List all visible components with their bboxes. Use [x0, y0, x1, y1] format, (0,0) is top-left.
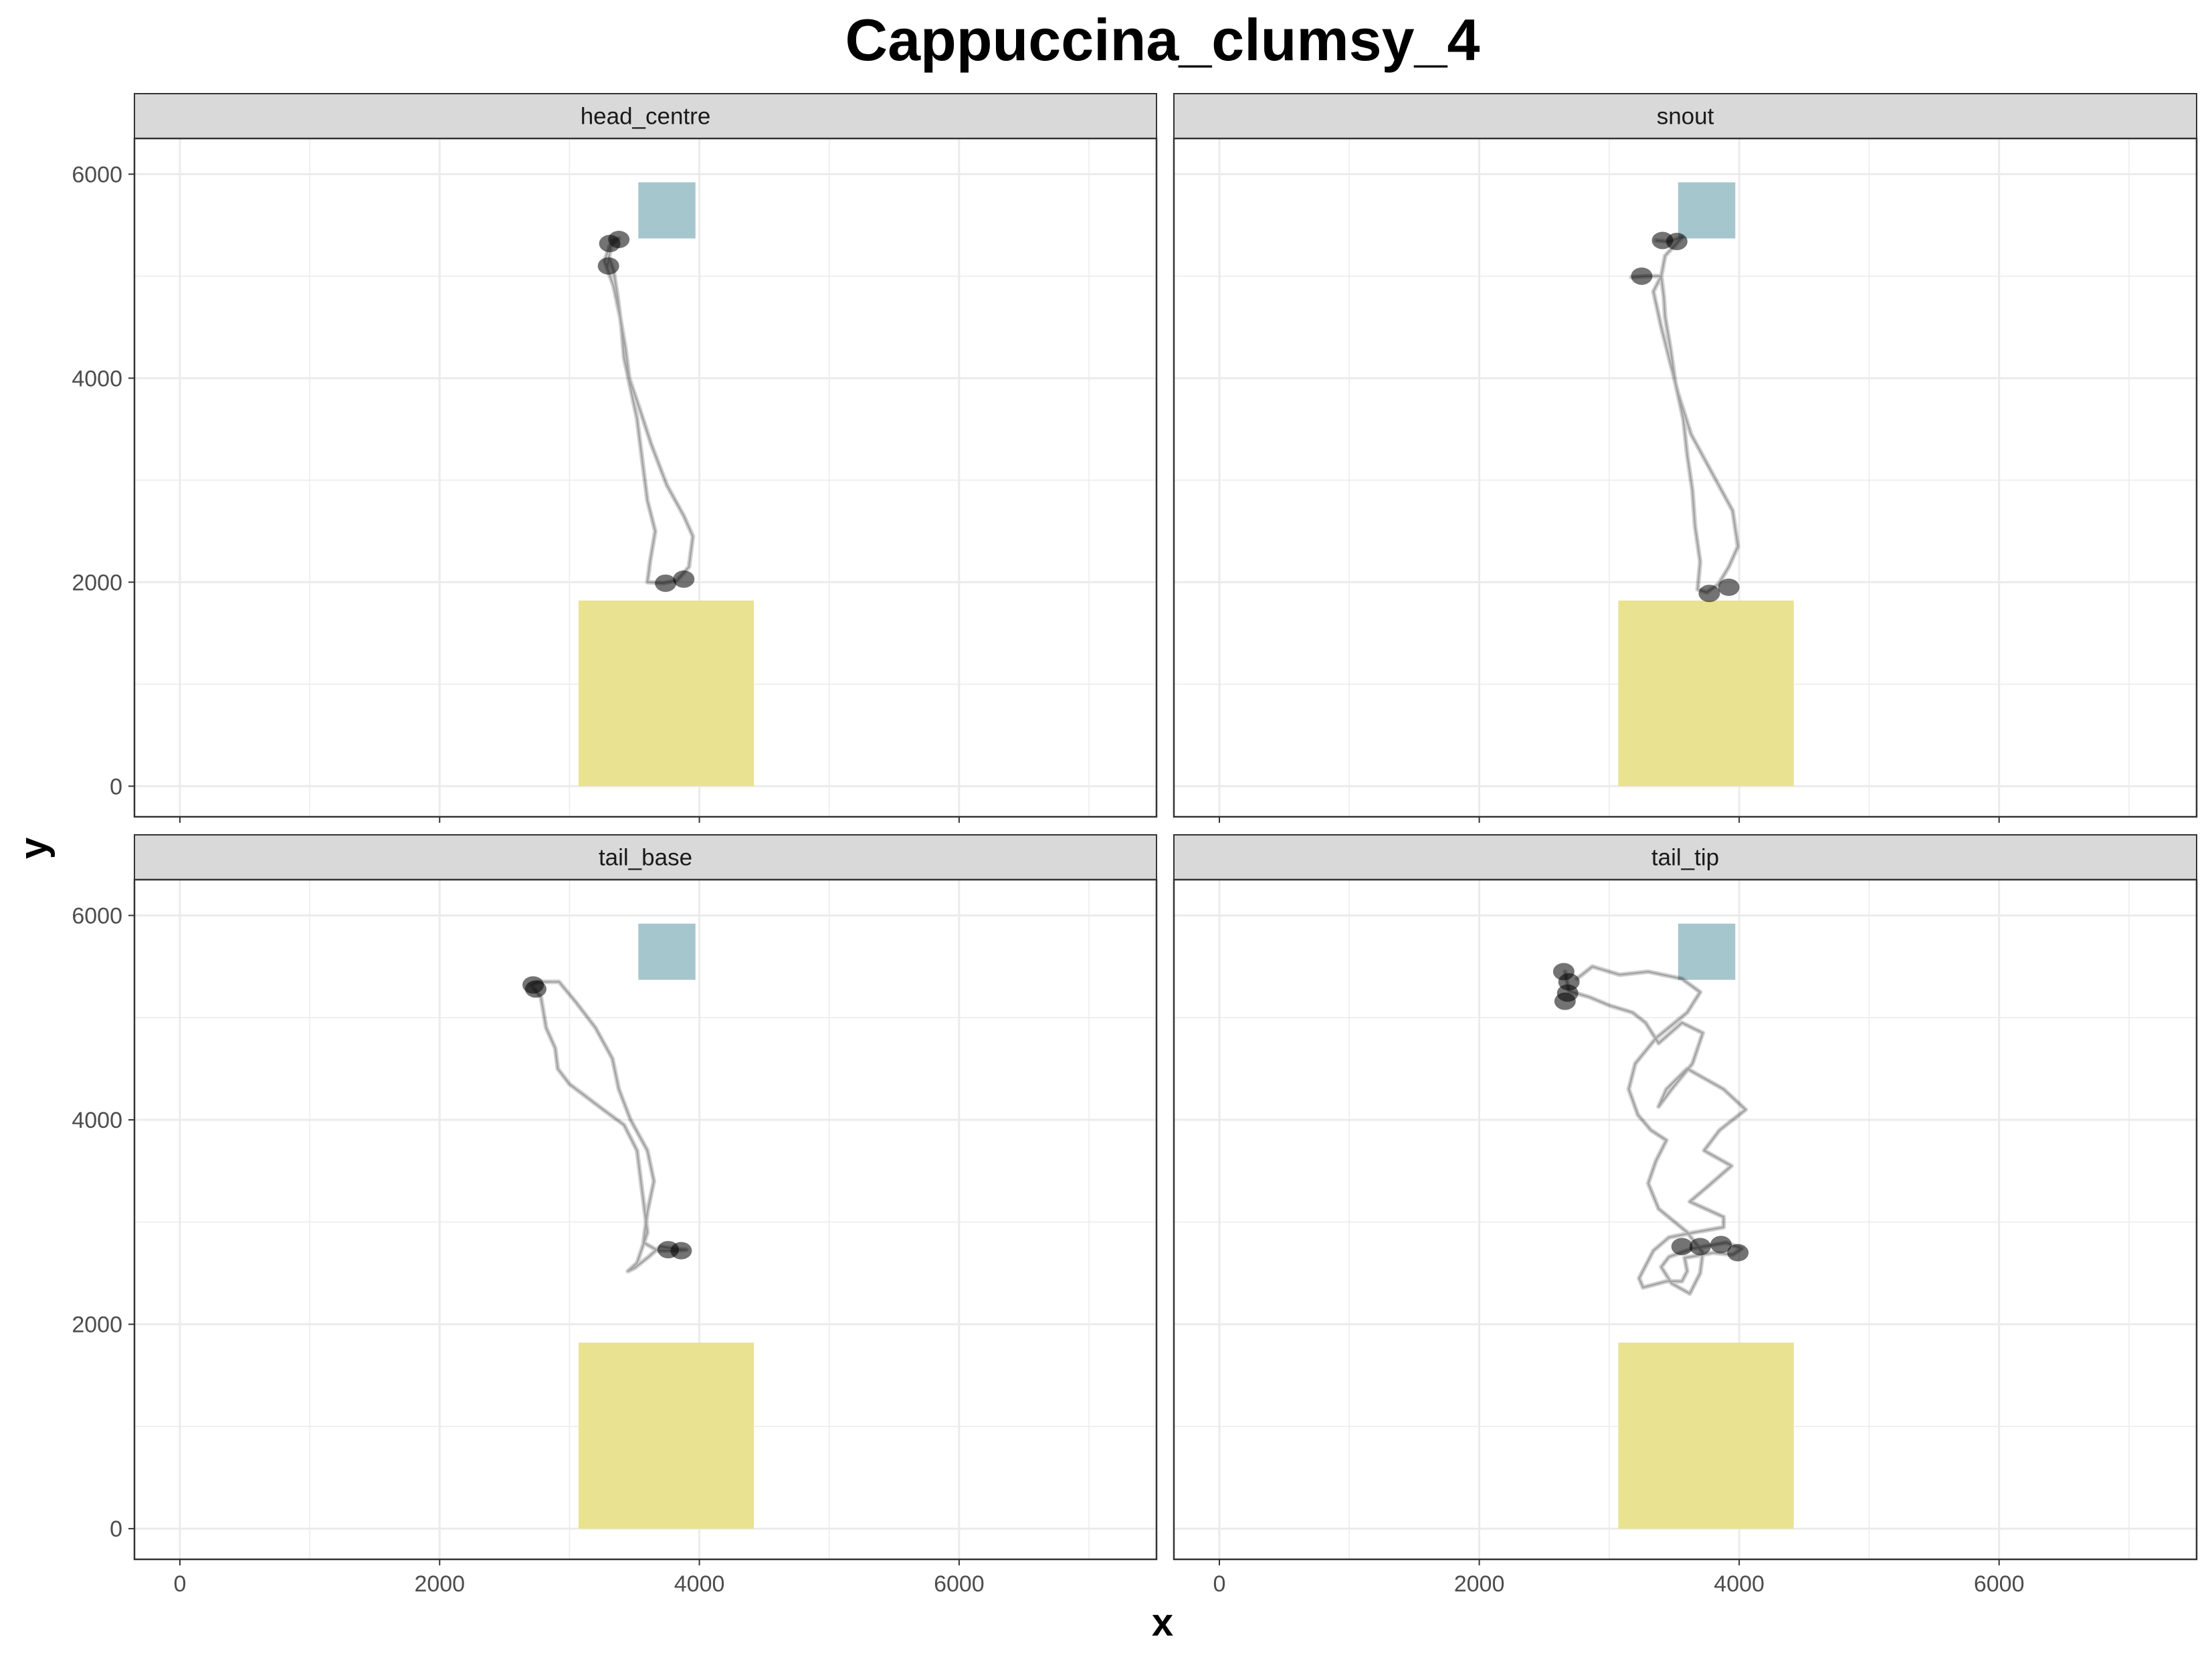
- y-tick-label: 4000: [72, 366, 122, 391]
- track-cluster-point: [1710, 1236, 1732, 1254]
- panel-tail_base: tail_base 0 2000 4000 6000 0 2000 4000 6000: [72, 834, 1158, 1597]
- x-tick-label: 2000: [414, 1571, 465, 1597]
- panel-border: [133, 878, 1158, 1561]
- panel-head_centre: head_centre 0 2000 4000 6000: [72, 93, 1158, 823]
- trajectory-path: [1629, 235, 1740, 595]
- x-tick-label: 6000: [1974, 1571, 2025, 1597]
- track-cluster-point: [1554, 992, 1576, 1010]
- strip-label: tail_tip: [1651, 845, 1719, 871]
- large-zone: [1618, 1343, 1794, 1529]
- track-cluster-point: [673, 570, 695, 588]
- strip-background: [1173, 93, 2197, 139]
- y-tick-label: 6000: [72, 903, 122, 929]
- trajectory-core: [1564, 965, 1747, 1295]
- track-cluster-point: [1671, 1238, 1693, 1256]
- y-tick-label: 0: [110, 774, 122, 799]
- y-tick-label: 0: [110, 1517, 122, 1542]
- panel-border: [1173, 878, 2198, 1561]
- small-zone: [1678, 182, 1736, 239]
- track-cluster-point: [597, 257, 619, 275]
- y-tick-label: 2000: [72, 570, 122, 595]
- trajectory-core: [1631, 236, 1739, 593]
- panel-tail_tip: tail_tip 0 2000 4000 6000: [1173, 834, 2198, 1597]
- x-tick-label: 6000: [934, 1571, 985, 1597]
- small-zone: [638, 923, 696, 980]
- track-cluster-point: [1689, 1238, 1711, 1256]
- small-zone: [1678, 923, 1736, 980]
- chart-title: Cappuccina_clumsy_4: [845, 7, 1480, 73]
- track-cluster-point: [655, 574, 677, 592]
- track-cluster-point: [1727, 1244, 1749, 1262]
- y-tick-label: 4000: [72, 1108, 122, 1133]
- y-axis-title: y: [12, 838, 56, 859]
- strip-background: [134, 834, 1157, 880]
- strip-background: [134, 93, 1157, 139]
- track-cluster-point: [670, 1242, 692, 1260]
- x-tick-label: 0: [173, 1571, 186, 1597]
- large-zone: [1618, 600, 1794, 787]
- x-tick-label: 0: [1213, 1571, 1226, 1597]
- strip-background: [1173, 834, 2197, 880]
- x-tick-label: 2000: [1454, 1571, 1505, 1597]
- track-cluster-point: [608, 230, 630, 248]
- strip-label: snout: [1657, 104, 1714, 130]
- large-zone: [579, 1343, 755, 1529]
- track-cluster-point: [1631, 267, 1653, 285]
- small-zone: [638, 182, 696, 239]
- x-tick-label: 4000: [1714, 1571, 1765, 1597]
- panel-snout: snout: [1173, 93, 2198, 823]
- panel-border: [133, 137, 1158, 818]
- track-cluster-point: [1666, 233, 1688, 251]
- facet-panels: head_centre 0 2000 4000 6000 snout tail_base 0 2…: [72, 93, 2198, 1597]
- x-tick-label: 4000: [674, 1571, 725, 1597]
- panel-border: [1173, 137, 2198, 818]
- large-zone: [579, 600, 755, 787]
- strip-label: tail_base: [599, 845, 692, 871]
- track-cluster-point: [524, 980, 546, 998]
- track-cluster-point: [1698, 585, 1720, 603]
- y-tick-label: 6000: [72, 162, 122, 187]
- x-axis-title: x: [1152, 1601, 1173, 1644]
- trajectory-path: [1563, 964, 1748, 1296]
- y-tick-label: 2000: [72, 1312, 122, 1338]
- track-cluster-point: [1718, 578, 1740, 596]
- strip-label: head_centre: [581, 104, 711, 130]
